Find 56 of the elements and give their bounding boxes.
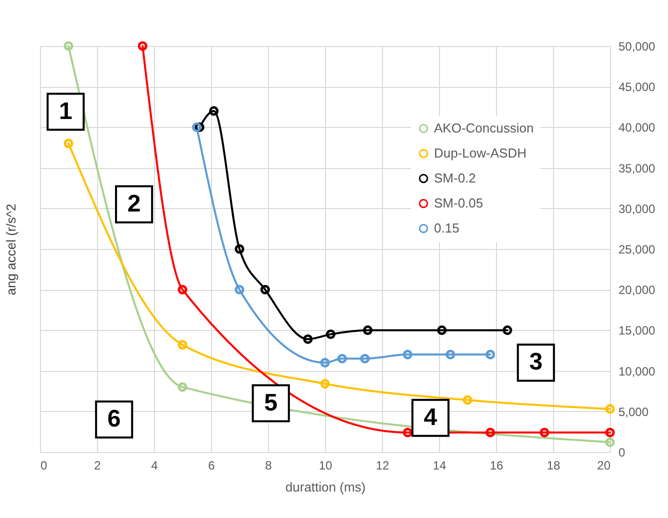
- x-tick-label: 8: [265, 458, 272, 472]
- annotation: 4: [424, 404, 438, 431]
- annotation: 2: [127, 190, 141, 218]
- point: [178, 382, 188, 392]
- x-tick-label: 6: [208, 458, 216, 472]
- x-tick-label: 0: [40, 458, 48, 472]
- annotation: 1: [58, 98, 72, 125]
- y-tick-label: 45,000: [618, 80, 656, 94]
- y-tick-label: 10,000: [618, 364, 656, 378]
- legend-label: 0.15: [434, 220, 460, 236]
- x-axis-title: durattion (ms): [285, 480, 366, 494]
- x-tick-label: 2: [94, 458, 102, 472]
- y-tick-label: 40,000: [618, 120, 656, 135]
- point: [446, 350, 456, 360]
- point: [178, 284, 188, 294]
- y-tick-label: 0: [618, 446, 626, 460]
- x-tick-label: 12: [376, 458, 390, 472]
- point: [362, 325, 373, 335]
- y-tick-label: 30,000: [618, 202, 656, 216]
- x-tick-label: 4: [151, 458, 158, 472]
- x-tick-label: 20: [597, 458, 611, 472]
- point: [437, 325, 447, 335]
- point: [234, 284, 244, 294]
- point: [462, 395, 472, 405]
- annotation: 5: [264, 389, 278, 416]
- point: [320, 358, 330, 368]
- legend-label: Dup-Low-ASDH: [434, 146, 526, 160]
- point: [209, 106, 219, 116]
- x-tick-label: 10: [318, 458, 332, 472]
- x-tick-label: 16: [490, 458, 504, 472]
- point: [178, 340, 188, 350]
- y-tick-label: 15,000: [618, 324, 656, 338]
- x-tick-label: 14: [432, 458, 446, 472]
- legend-label: SM-0.2: [434, 170, 476, 186]
- legend-label: AKO-Concussion: [434, 120, 534, 136]
- point: [320, 379, 330, 389]
- point: [337, 354, 347, 364]
- point: [303, 334, 313, 344]
- y-axis-title: ang accel (r/s^2: [4, 204, 18, 296]
- y-tick-label: 25,000: [618, 242, 656, 256]
- point: [326, 329, 336, 340]
- point: [260, 284, 270, 294]
- point: [402, 350, 412, 360]
- y-tick-label: 5,000: [618, 404, 649, 419]
- point: [360, 354, 370, 364]
- y-tick-label: 50,000: [618, 40, 656, 54]
- legend-label: SM-0.05: [434, 196, 484, 210]
- point: [234, 244, 244, 254]
- point: [402, 428, 412, 438]
- y-tick-label: 20,000: [618, 283, 656, 298]
- x-tick-label: 18: [546, 458, 560, 472]
- point: [540, 428, 550, 438]
- point: [486, 428, 496, 438]
- y-tick-label: 35,000: [618, 161, 656, 176]
- annotation: 3: [529, 348, 543, 376]
- annotation: 6: [107, 406, 121, 433]
